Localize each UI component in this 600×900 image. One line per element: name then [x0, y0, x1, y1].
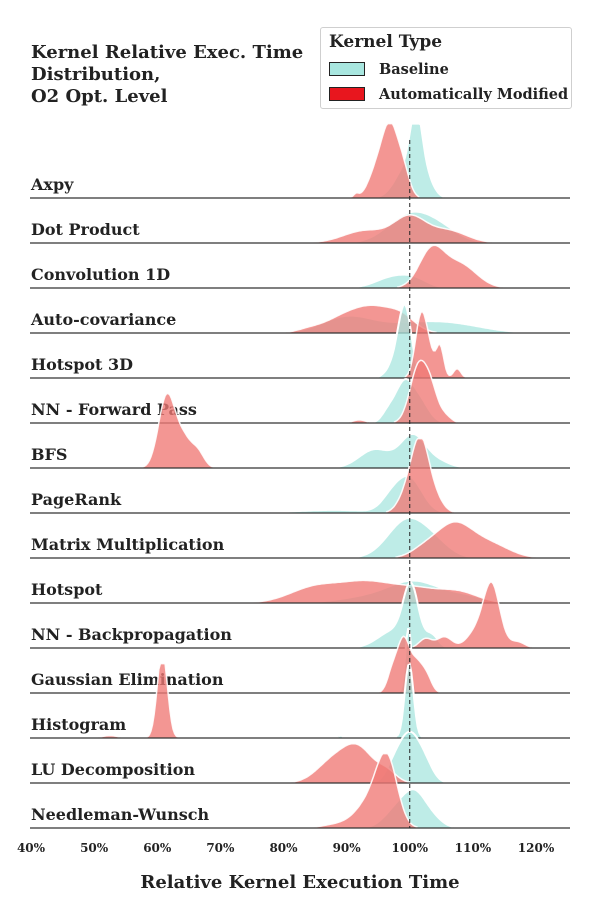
- density-outline-modified: [142, 392, 213, 468]
- density-modified: [313, 214, 492, 243]
- ridge-row-axpy: Axpy: [30, 122, 570, 199]
- row-label: Matrix Multiplication: [31, 535, 225, 554]
- density-outline-baseline: [335, 432, 464, 469]
- density-outline-modified: [395, 521, 537, 558]
- density-modified: [143, 393, 213, 468]
- density-outline-modified: [286, 304, 437, 333]
- row-label: Auto-covariance: [30, 310, 176, 329]
- density-baseline: [354, 582, 446, 648]
- row-label: Needleman-Wunsch: [31, 805, 209, 824]
- legend-swatch-modified: [329, 87, 365, 101]
- ridge-row-auto-covariance: Auto-covariance: [30, 304, 570, 334]
- density-modified: [412, 582, 532, 648]
- x-tick-label: 110%: [455, 841, 492, 855]
- density-modified: [313, 753, 418, 828]
- row-label: Convolution 1D: [31, 265, 170, 284]
- legend-title: Kernel Type: [329, 32, 443, 52]
- x-tick-label: 70%: [206, 841, 235, 855]
- density-baseline: [376, 123, 445, 198]
- chart-title-line-2: Distribution,: [31, 64, 161, 85]
- density-outline-modified: [379, 635, 439, 693]
- x-tick-label: 100%: [392, 841, 429, 855]
- legend-swatch-baseline: [329, 62, 365, 76]
- legend: Kernel Type Baseline Automatically Modif…: [320, 27, 572, 109]
- legend-item-baseline: Baseline: [329, 60, 449, 78]
- density-outline-modified: [385, 437, 455, 513]
- x-axis-title: Relative Kernel Execution Time: [140, 872, 459, 893]
- density-outline-modified: [313, 752, 418, 828]
- density-outline-modified: [396, 244, 503, 288]
- density-outline-modified: [98, 662, 179, 738]
- density-baseline: [338, 664, 423, 738]
- ridge-row-dot-product: Dot Product: [30, 210, 570, 244]
- row-label: Dot Product: [31, 220, 140, 239]
- density-outline-modified: [404, 310, 466, 378]
- ridge-row-bfs: BFS: [30, 392, 570, 469]
- density-outline-modified: [349, 359, 458, 423]
- row-label: Hotspot 3D: [31, 355, 133, 374]
- ridge-row-nn-forward-pass: NN - Forward Pass: [30, 359, 570, 424]
- x-tick-label: 120%: [518, 841, 555, 855]
- chart-title: Kernel Relative Exec. Time Distribution,…: [31, 42, 331, 108]
- chart-title-line-3: O2 Opt. Level: [31, 86, 168, 107]
- ridge-row-histogram: Histogram: [30, 662, 570, 739]
- ridge-row-pagerank: PageRank: [30, 437, 570, 514]
- density-modified: [386, 438, 454, 513]
- x-tick-label: 50%: [80, 841, 109, 855]
- density-modified: [395, 521, 536, 558]
- row-label: LU Decomposition: [31, 760, 195, 779]
- density-modified: [351, 123, 420, 198]
- legend-label-baseline: Baseline: [379, 60, 449, 78]
- row-label: NN - Forward Pass: [31, 400, 197, 419]
- row-label: Gaussian Elimination: [31, 670, 224, 689]
- row-label: BFS: [31, 445, 67, 464]
- density-outline-modified: [313, 214, 492, 243]
- x-tick-label: 60%: [143, 841, 172, 855]
- legend-label-modified: Automatically Modified: [379, 85, 569, 103]
- ridge-row-lu-decomposition: LU Decomposition: [30, 730, 570, 784]
- density-modified: [397, 245, 503, 288]
- density-modified: [286, 305, 437, 333]
- ridge-row-matrix-multiplication: Matrix Multiplication: [30, 516, 570, 559]
- chart-title-line-1: Kernel Relative Exec. Time: [31, 42, 304, 63]
- density-outline-modified: [253, 579, 503, 603]
- legend-item-modified: Automatically Modified: [329, 85, 568, 103]
- x-tick-label: 40%: [17, 841, 46, 855]
- row-label: NN - Backpropagation: [31, 625, 232, 644]
- density-baseline: [335, 433, 464, 468]
- x-tick-label: 90%: [333, 841, 362, 855]
- density-outline-baseline: [354, 581, 447, 649]
- row-label: PageRank: [31, 490, 122, 509]
- density-outline-baseline: [338, 662, 424, 738]
- density-outline-modified: [412, 581, 532, 648]
- row-label: Histogram: [31, 715, 126, 734]
- ridge-row-hotspot: Hotspot: [30, 579, 570, 604]
- row-label: Axpy: [30, 175, 74, 194]
- density-modified: [253, 580, 503, 603]
- x-tick-label: 80%: [269, 841, 298, 855]
- density-outline-modified: [350, 122, 420, 198]
- ridge-row-convolution-1d: Convolution 1D: [30, 244, 570, 289]
- ridge-row-nn-backpropagation: NN - Backpropagation: [30, 581, 570, 649]
- row-label: Hotspot: [31, 580, 103, 599]
